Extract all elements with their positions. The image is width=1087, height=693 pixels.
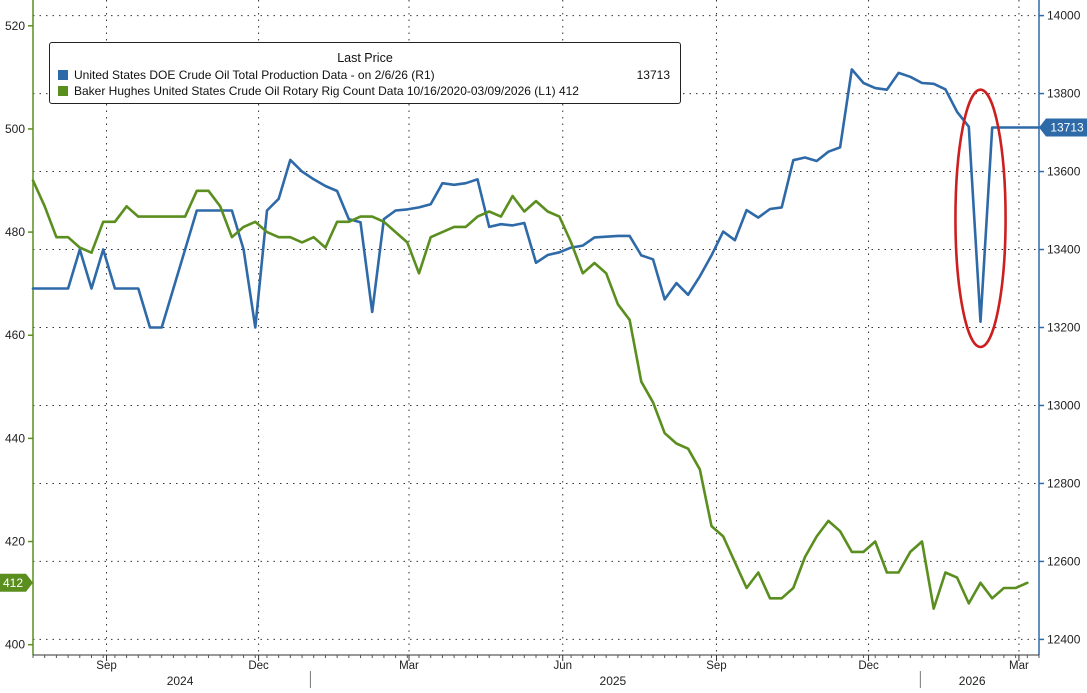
series-line-rig-count [31, 179, 1029, 610]
left-axis-tick-label: 440 [5, 431, 25, 445]
last-value-tag-shape [1039, 118, 1087, 137]
chart-legend: Last Price United States DOE Crude Oil T… [49, 42, 681, 104]
legend-label-rig-count: Baker Hughes United States Crude Oil Rot… [74, 84, 579, 98]
left-axis-tick-label: 480 [5, 225, 25, 239]
x-axis-month-label: Sep [96, 660, 116, 672]
legend-label-production: United States DOE Crude Oil Total Produc… [74, 68, 435, 82]
legend-swatch-rig-count [58, 86, 68, 96]
last-value-tag-text: 412 [3, 576, 23, 590]
x-axis-month-label: Jun [553, 660, 572, 672]
axes: 400 420 440 460 480 500 520 12400 12600 12800 1300… [5, 0, 1081, 688]
left-axis-tick-label: 500 [5, 122, 25, 136]
legend-entry-production: United States DOE Crude Oil Total Produc… [58, 67, 670, 83]
left-axis-tick-label: 520 [5, 19, 25, 33]
left-axis-tick-label: 420 [5, 535, 25, 549]
right-axis-tick-label: 12600 [1047, 554, 1081, 568]
x-axis-month-label: Mar [1009, 660, 1029, 672]
last-value-tag-shape [0, 573, 33, 592]
right-axis-tick-label: 13000 [1047, 398, 1081, 412]
right-axis-tick-label: 13800 [1047, 87, 1081, 101]
x-axis-month-label: Dec [858, 660, 879, 672]
left-axis-tick-label: 400 [5, 638, 25, 652]
x-axis-year-label: 2026 [959, 674, 986, 688]
x-axis-year-label: 2024 [167, 674, 194, 688]
last-value-tag-text: 13713 [1050, 120, 1084, 134]
annotations [954, 88, 1007, 349]
series-line-production [31, 68, 1041, 329]
legend-value-production: 13713 [636, 68, 670, 82]
right-axis-tick-label: 13400 [1047, 243, 1081, 257]
legend-title: Last Price [337, 51, 393, 65]
series-lines: 13713 412 [0, 68, 1087, 610]
highlight-ellipse [954, 88, 1007, 349]
last-value-tag-production: 13713 [1039, 118, 1087, 137]
right-axis-tick-label: 12400 [1047, 632, 1081, 646]
last-value-tag-rig-count: 412 [0, 573, 33, 592]
right-axis-tick-label: 13600 [1047, 165, 1081, 179]
x-axis-month-label: Mar [399, 660, 419, 672]
right-axis-tick-label: 14000 [1047, 9, 1081, 23]
right-axis-tick-label: 12800 [1047, 476, 1081, 490]
legend-entry-rig-count: Baker Hughes United States Crude Oil Rot… [58, 83, 670, 99]
legend-swatch-production [58, 70, 68, 80]
x-axis-month-label: Dec [248, 660, 269, 672]
x-axis-year-label: 2025 [600, 674, 627, 688]
right-axis-tick-label: 13200 [1047, 321, 1081, 335]
left-axis-tick-label: 460 [5, 328, 25, 342]
x-axis-month-label: Sep [706, 660, 726, 672]
